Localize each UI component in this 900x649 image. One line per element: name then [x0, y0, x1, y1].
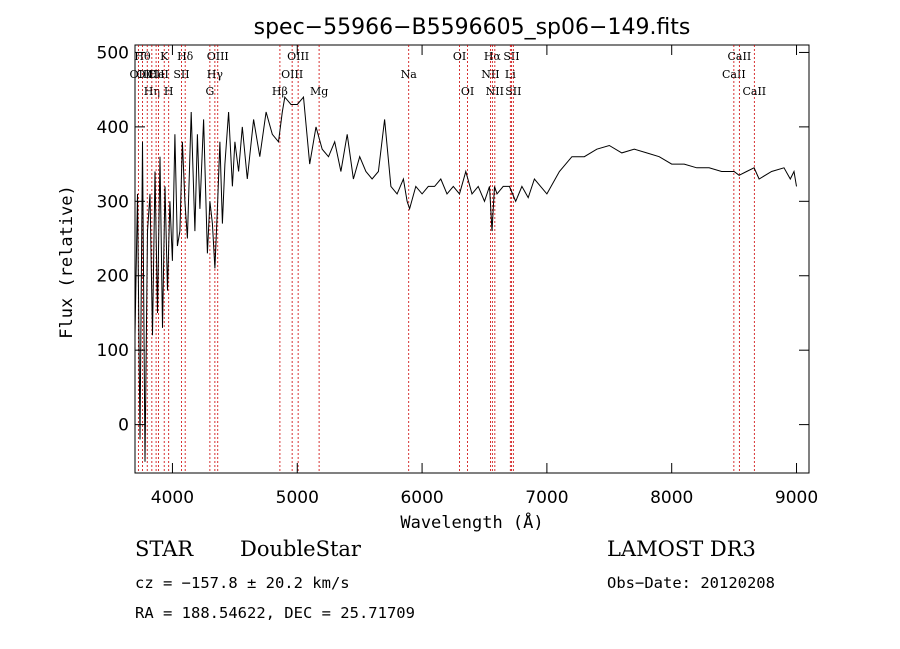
line-marker-label: SII	[503, 50, 519, 63]
line-marker-label: HeI	[148, 68, 168, 81]
x-axis-label: Wavelength (Å)	[400, 511, 543, 533]
x-tick-label: 8000	[650, 488, 693, 508]
object-class: STAR	[135, 537, 193, 561]
plot-frame	[135, 45, 809, 473]
chart-title: spec−55966−B5596605_sp06−149.fits	[254, 15, 691, 40]
line-marker-label: CaII	[742, 85, 766, 98]
line-marker-label: OIII	[287, 50, 309, 63]
line-marker-label: Hα	[484, 50, 502, 63]
line-marker-label: Hγ	[207, 68, 224, 81]
y-tick-label: 0	[118, 416, 129, 436]
line-marker-label: Na	[401, 68, 418, 81]
x-tick-label: 9000	[775, 488, 818, 508]
y-axis-label: Flux (relative)	[57, 185, 77, 339]
spectrum-line	[135, 97, 797, 462]
line-marker-label: OIII	[207, 50, 229, 63]
axis-ticks: 4000 5000 6000 7000 8000 9000 0 100 200 300 400 500	[97, 43, 819, 508]
redshift-cz: cz = −157.8 ± 20.2 km/s	[135, 574, 350, 592]
line-marker-label: CaII	[722, 68, 746, 81]
line-marker-label: SII	[173, 68, 189, 81]
y-tick-label: 100	[97, 341, 129, 361]
survey-name: LAMOST DR3	[607, 537, 756, 561]
line-marker-label: CaII	[728, 50, 752, 63]
line-marker-label: OI	[461, 85, 474, 98]
x-tick-label: 5000	[276, 488, 319, 508]
y-tick-label: 500	[97, 43, 129, 63]
line-marker-label: NII	[486, 85, 504, 98]
line-marker-label: NII	[481, 68, 499, 81]
coordinates: RA = 188.54622, DEC = 25.71709	[135, 604, 415, 622]
line-marker-label: Mg	[310, 85, 328, 98]
line-marker-label: Li	[505, 68, 516, 81]
emission-line-markers: OIIHθOIIIHηCIIHeIKHSIIHδGHγOIIIHβOIIIOII…	[130, 45, 767, 473]
line-marker-label: SII	[505, 85, 521, 98]
line-marker-label: K	[160, 50, 169, 63]
line-marker-label: Hη	[144, 85, 160, 98]
line-marker-label: H	[164, 85, 174, 98]
line-marker-label: OI	[453, 50, 466, 63]
y-tick-label: 200	[97, 267, 129, 287]
x-tick-label: 4000	[151, 488, 194, 508]
x-tick-label: 7000	[525, 488, 568, 508]
line-marker-label: Hδ	[177, 50, 194, 63]
x-tick-label: 6000	[400, 488, 443, 508]
observation-date: Obs−Date: 20120208	[607, 574, 775, 592]
line-marker-label: OIII	[281, 68, 303, 81]
line-marker-label: G	[205, 85, 214, 98]
line-marker-label: Hβ	[272, 85, 288, 98]
y-tick-label: 300	[97, 192, 129, 212]
object-subclass: DoubleStar	[240, 537, 361, 561]
y-tick-label: 400	[97, 118, 129, 138]
